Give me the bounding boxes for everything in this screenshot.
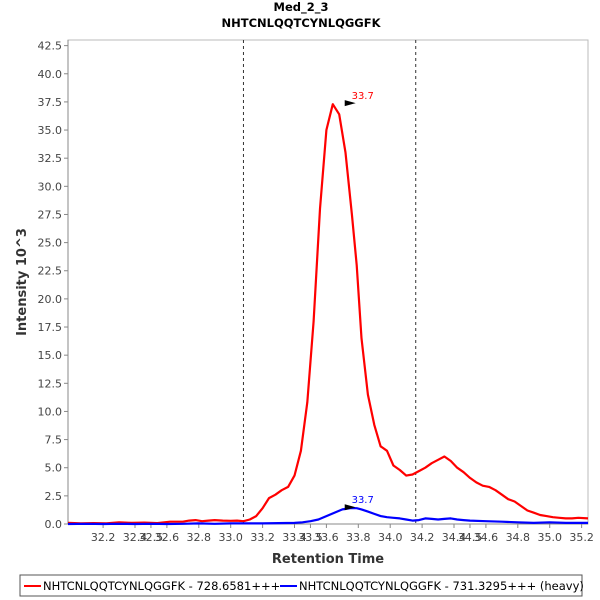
y-tick-label: 40.0 — [38, 68, 63, 81]
integration-boundaries — [242, 40, 417, 524]
y-tick-label: 30.0 — [38, 180, 63, 193]
x-tick-label: 32.6 — [155, 531, 180, 544]
y-axis-title: Intensity 10^3 — [15, 228, 30, 336]
x-tick-label: 35.0 — [537, 531, 562, 544]
y-tick-label: 20.0 — [38, 293, 63, 306]
y-tick-label: 37.5 — [38, 96, 63, 109]
x-tick-label: 32.5 — [139, 531, 164, 544]
x-tick-label: 32.8 — [187, 531, 212, 544]
x-tick-label: 33.6 — [314, 531, 339, 544]
y-tick-label: 2.5 — [45, 490, 63, 503]
peak-marker-arrow — [344, 504, 356, 511]
y-tick-label: 10.0 — [38, 405, 63, 418]
plot-frame — [67, 39, 589, 525]
legend-label-heavy: NHTCNLQQTCYNLQGGFK - 731.3295+++ (heavy) — [299, 579, 584, 593]
legend-label-light: NHTCNLQQTCYNLQGGFK - 728.6581+++ — [43, 579, 280, 593]
y-tick-label: 22.5 — [38, 265, 63, 278]
x-tick-label: 34.8 — [506, 531, 531, 544]
series-line-heavy — [67, 507, 588, 526]
peak-label: 33.7 — [352, 91, 374, 102]
plot-area — [67, 39, 589, 525]
x-tick-label: 34.0 — [378, 531, 403, 544]
x-tick-label: 34.5 — [458, 531, 483, 544]
y-tick-label: 42.5 — [38, 40, 63, 53]
chart-title: Med_2_3 — [274, 0, 329, 15]
x-tick-label: 35.2 — [569, 531, 594, 544]
y-tick-label: 25.0 — [38, 237, 63, 250]
legend: NHTCNLQQTCYNLQGGFK - 728.6581+++ NHTCNLQ… — [19, 574, 584, 597]
y-tick-label: 32.5 — [38, 152, 63, 165]
y-tick-label: 35.0 — [38, 124, 63, 137]
y-axis: 0.0 2.5 5.0 7.5 10.0 12.5 15.0 17.5 20.0 22.5 25.0… — [38, 40, 69, 531]
peak-marker-arrow — [344, 100, 356, 107]
chart-subtitle: NHTCNLQQTCYNLQGGFK — [221, 16, 381, 30]
x-tick-label: 33.2 — [250, 531, 275, 544]
x-tick-label: 33.0 — [218, 531, 243, 544]
x-tick-label: 34.6 — [474, 531, 499, 544]
x-tick-label: 34.4 — [442, 531, 467, 544]
x-tick-label: 34.2 — [410, 531, 435, 544]
series-line-light — [67, 103, 589, 525]
y-tick-label: 0.0 — [45, 518, 63, 531]
peak-labels: 33.7 33.7 — [344, 91, 374, 511]
x-tick-label: 33.5 — [298, 531, 323, 544]
legend-box — [19, 574, 583, 597]
peak-label: 33.7 — [352, 495, 374, 506]
y-tick-label: 27.5 — [38, 208, 63, 221]
x-tick-label: 32.4 — [123, 531, 148, 544]
y-tick-label: 5.0 — [45, 462, 63, 475]
series-group — [67, 103, 589, 526]
x-tick-label: 32.2 — [91, 531, 116, 544]
x-tick-label: 33.4 — [282, 531, 307, 544]
x-tick-label: 33.8 — [346, 531, 371, 544]
x-axis-title: Retention Time — [272, 552, 384, 567]
y-tick-label: 7.5 — [45, 434, 63, 447]
y-tick-label: 15.0 — [38, 349, 63, 362]
x-axis: 32.2 32.432.532.6 32.8 33.0 33.2 33.433.533.6… — [68, 523, 594, 544]
y-tick-label: 12.5 — [38, 377, 63, 390]
y-tick-label: 17.5 — [38, 321, 63, 334]
